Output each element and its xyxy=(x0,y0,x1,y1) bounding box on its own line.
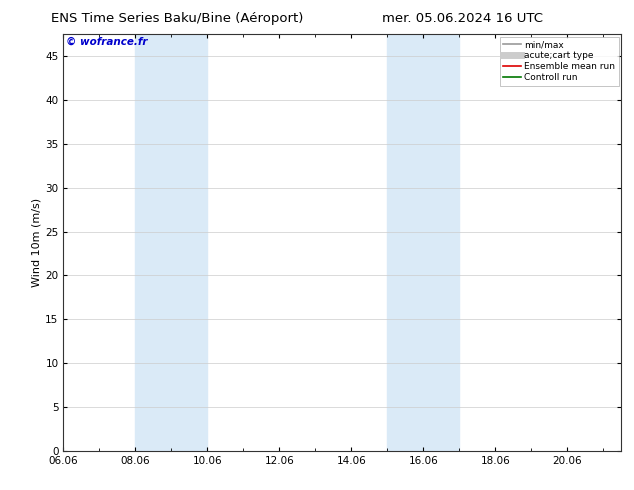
Bar xyxy=(387,34,460,451)
Text: © wofrance.fr: © wofrance.fr xyxy=(66,36,148,47)
Bar xyxy=(136,34,207,451)
Text: mer. 05.06.2024 16 UTC: mer. 05.06.2024 16 UTC xyxy=(382,12,543,25)
Y-axis label: Wind 10m (m/s): Wind 10m (m/s) xyxy=(31,198,41,287)
Text: ENS Time Series Baku/Bine (Aéroport): ENS Time Series Baku/Bine (Aéroport) xyxy=(51,12,304,25)
Legend: min/max, acute;cart type, Ensemble mean run, Controll run: min/max, acute;cart type, Ensemble mean … xyxy=(500,37,619,86)
